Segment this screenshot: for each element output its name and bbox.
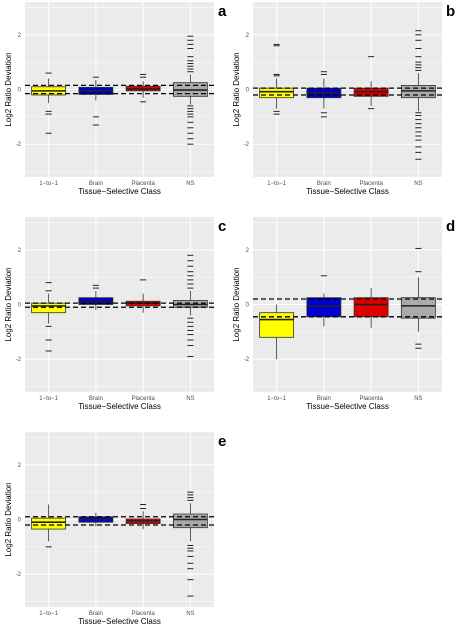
y-axis-label: Log2 Ratio Deviation xyxy=(232,52,241,126)
box-3 xyxy=(172,254,208,357)
box-3 xyxy=(172,491,208,597)
panel-c: -2 0 2 1−to−1 Brain Placenta NS Tissue−Selectiv… xyxy=(4,217,226,411)
x-tick-label: 1−to−1 xyxy=(267,396,286,402)
box-body xyxy=(353,297,389,318)
y-tick-label: 2 xyxy=(246,33,250,39)
box-body xyxy=(172,513,208,529)
x-tick-label: NS xyxy=(186,396,194,402)
panel-label: c xyxy=(218,218,226,235)
box-0 xyxy=(31,504,67,548)
y-tick-label: -2 xyxy=(244,357,250,363)
x-tick-label: NS xyxy=(414,181,422,187)
y-tick-label: 2 xyxy=(18,463,22,469)
box-1 xyxy=(306,275,342,327)
box-0 xyxy=(259,43,295,115)
x-tick-label: Placenta xyxy=(359,181,383,187)
panel-b: -2 0 2 1−to−1 Brain Placenta NS Tissue−Selectiv… xyxy=(232,2,455,196)
box-body xyxy=(306,297,342,318)
x-tick-label: 1−to−1 xyxy=(39,396,58,402)
x-axis-label: Tissue−Selective Class xyxy=(78,402,161,411)
x-tick-label: Placenta xyxy=(359,396,383,402)
panel-label: e xyxy=(218,433,226,450)
x-tick-label: Placenta xyxy=(131,611,155,617)
panel-a: -2 0 2 1−to−1 Brain Placenta NS Tissue−Selectiv… xyxy=(4,2,227,196)
box-2 xyxy=(125,73,161,103)
panel-label: b xyxy=(446,3,455,20)
box-0 xyxy=(31,72,67,134)
panel-label: d xyxy=(446,218,455,235)
x-tick-label: 1−to−1 xyxy=(267,181,286,187)
y-axis-label: Log2 Ratio Deviation xyxy=(232,267,241,341)
x-axis-label: Tissue−Selective Class xyxy=(306,187,389,196)
box-1 xyxy=(78,512,114,527)
x-tick-label: Brain xyxy=(89,611,103,617)
x-tick-label: Placenta xyxy=(131,181,155,187)
box-3 xyxy=(172,35,208,145)
y-tick-label: 2 xyxy=(246,248,250,254)
x-axis-label: Tissue−Selective Class xyxy=(306,402,389,411)
x-tick-label: NS xyxy=(186,611,194,617)
y-axis-label: Log2 Ratio Deviation xyxy=(4,482,13,556)
y-tick-label: 0 xyxy=(246,303,250,309)
panel-d: -2 0 2 1−to−1 Brain Placenta NS Tissue−Selectiv… xyxy=(232,217,455,411)
box-1 xyxy=(78,284,114,310)
y-tick-label: -2 xyxy=(16,357,22,363)
x-tick-label: NS xyxy=(186,181,194,187)
box-body xyxy=(31,302,67,314)
box-3 xyxy=(400,247,436,349)
box-1 xyxy=(78,76,114,126)
x-tick-label: NS xyxy=(414,396,422,402)
y-axis-label: Log2 Ratio Deviation xyxy=(4,52,13,126)
y-tick-label: -2 xyxy=(16,572,22,578)
y-tick-label: -2 xyxy=(16,142,22,148)
x-tick-label: 1−to−1 xyxy=(39,611,58,617)
x-tick-label: Placenta xyxy=(131,396,155,402)
x-tick-label: Brain xyxy=(89,396,103,402)
x-tick-label: Brain xyxy=(317,396,331,402)
box-body xyxy=(400,297,436,319)
box-2 xyxy=(353,288,389,328)
x-tick-label: Brain xyxy=(317,181,331,187)
y-tick-label: 2 xyxy=(18,248,22,254)
y-tick-label: 0 xyxy=(246,88,250,94)
panel-label: a xyxy=(218,3,227,20)
y-axis-label: Log2 Ratio Deviation xyxy=(4,267,13,341)
x-tick-label: Brain xyxy=(89,181,103,187)
panel-e: -2 0 2 1−to−1 Brain Placenta NS Tissue−Selectiv… xyxy=(4,432,226,626)
box-body xyxy=(259,87,295,99)
x-tick-label: 1−to−1 xyxy=(39,181,58,187)
box-body xyxy=(31,517,67,530)
x-axis-label: Tissue−Selective Class xyxy=(78,187,161,196)
box-1 xyxy=(306,71,342,118)
box-2 xyxy=(353,56,389,110)
y-tick-label: -2 xyxy=(244,142,250,148)
x-axis-label: Tissue−Selective Class xyxy=(78,617,161,626)
y-tick-label: 0 xyxy=(18,88,22,94)
box-0 xyxy=(31,282,67,352)
y-tick-label: 2 xyxy=(18,33,22,39)
y-tick-label: 0 xyxy=(18,303,22,309)
y-tick-label: 0 xyxy=(18,518,22,524)
box-2 xyxy=(125,503,161,530)
